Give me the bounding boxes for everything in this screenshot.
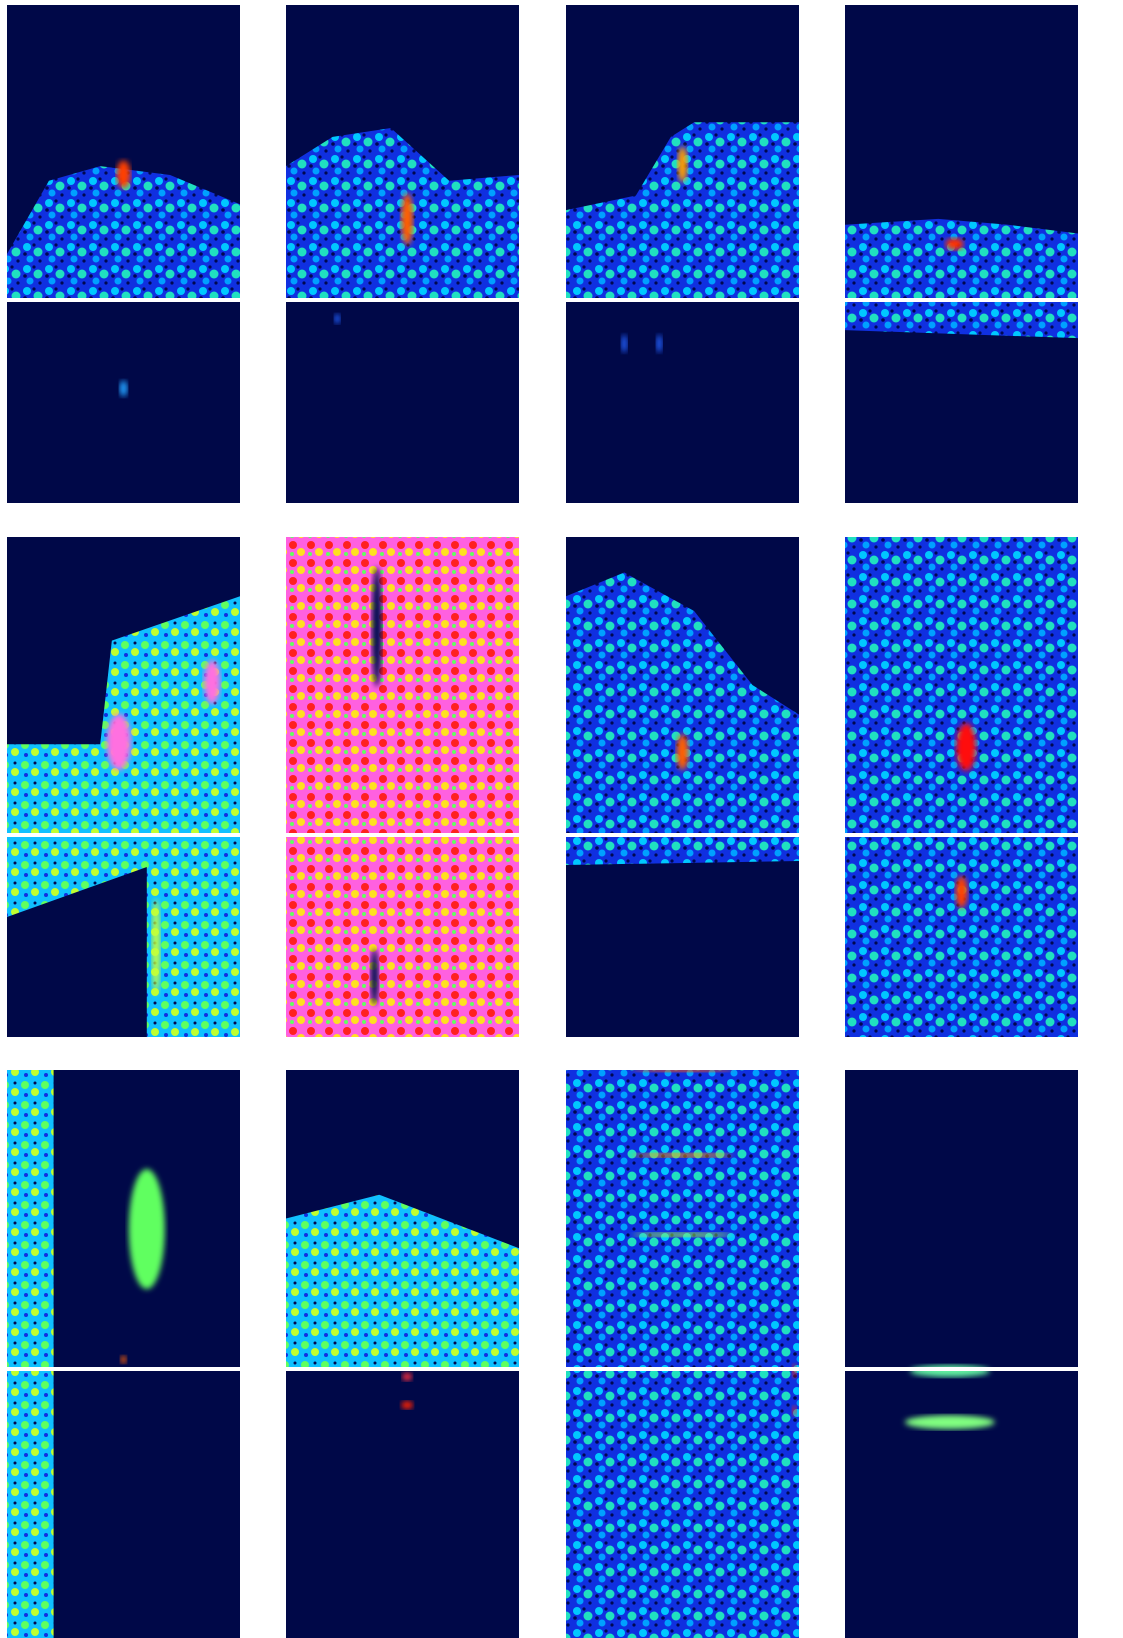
texture-region bbox=[566, 122, 799, 298]
hot-spot bbox=[656, 334, 663, 353]
hot-spot bbox=[909, 1365, 990, 1378]
image-panel bbox=[845, 537, 1078, 1037]
image-panel bbox=[286, 5, 519, 503]
image-panel bbox=[566, 5, 799, 503]
texture-region bbox=[7, 1371, 54, 1638]
hot-spot bbox=[106, 714, 131, 770]
divider bbox=[566, 298, 799, 302]
hot-spot bbox=[120, 1355, 127, 1364]
image-panel bbox=[566, 537, 799, 1037]
hot-spot bbox=[204, 660, 221, 704]
texture-region bbox=[286, 537, 519, 833]
texture-region bbox=[286, 837, 519, 1037]
image-panel bbox=[7, 537, 240, 1037]
image-panel bbox=[7, 1070, 240, 1638]
divider bbox=[286, 833, 519, 837]
divider bbox=[845, 833, 1078, 837]
texture-region bbox=[7, 1070, 54, 1367]
texture-region bbox=[566, 1070, 799, 1367]
hot-spot bbox=[632, 1153, 733, 1158]
texture-region bbox=[566, 837, 799, 865]
hot-spot bbox=[119, 380, 128, 397]
texture-region bbox=[566, 572, 799, 833]
hot-spot bbox=[152, 899, 161, 995]
hot-spot bbox=[402, 1372, 413, 1381]
texture-region bbox=[286, 1194, 519, 1367]
hot-spot bbox=[792, 1364, 797, 1379]
divider bbox=[7, 833, 240, 837]
texture-region bbox=[7, 166, 240, 298]
divider bbox=[7, 1367, 240, 1371]
image-panel bbox=[7, 5, 240, 503]
hot-spot bbox=[371, 567, 382, 687]
divider bbox=[566, 833, 799, 837]
texture-region bbox=[845, 537, 1078, 833]
image-panel bbox=[286, 1070, 519, 1638]
hot-spot bbox=[677, 146, 688, 183]
texture-region bbox=[7, 837, 240, 1037]
texture-region bbox=[566, 1371, 799, 1638]
image-panel bbox=[845, 5, 1078, 503]
hot-spot bbox=[676, 734, 689, 770]
hot-spot bbox=[904, 1415, 995, 1430]
panel-background bbox=[845, 1070, 1078, 1638]
hot-spot bbox=[621, 334, 628, 353]
hot-spot bbox=[956, 723, 977, 771]
image-panel bbox=[845, 1070, 1078, 1638]
divider bbox=[286, 1367, 519, 1371]
hot-spot bbox=[116, 160, 131, 189]
hot-spot bbox=[955, 876, 968, 908]
hot-spot bbox=[334, 313, 341, 324]
hot-spot bbox=[945, 238, 964, 251]
divider bbox=[7, 298, 240, 302]
image-panel bbox=[566, 1070, 799, 1638]
hot-spot bbox=[632, 1070, 733, 1072]
divider bbox=[286, 298, 519, 302]
hot-spot bbox=[128, 1169, 165, 1290]
divider bbox=[566, 1367, 799, 1371]
texture-region bbox=[845, 837, 1078, 1037]
hot-spot bbox=[370, 949, 379, 1005]
hot-spot bbox=[792, 1405, 797, 1416]
divider bbox=[845, 1367, 1078, 1371]
texture-region bbox=[7, 596, 240, 833]
hot-spot bbox=[632, 1232, 733, 1237]
texture-region bbox=[845, 218, 1078, 298]
image-panel bbox=[286, 537, 519, 1037]
hot-spot bbox=[401, 193, 414, 246]
hot-spot bbox=[401, 1401, 414, 1410]
divider bbox=[845, 298, 1078, 302]
texture-region bbox=[845, 302, 1078, 339]
